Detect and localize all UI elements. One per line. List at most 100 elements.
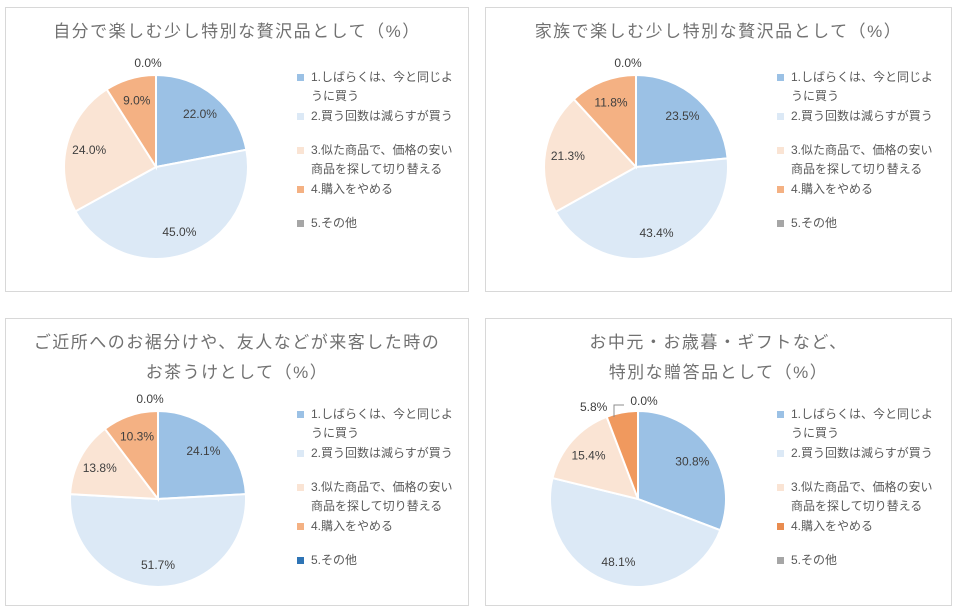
legend-label: 2.買う回数は減らすが買う [791,109,933,123]
legend-label: 1.しばらくは、今と同じように買う [311,407,454,440]
legend-label: 2.買う回数は減らすが買う [311,446,453,460]
pie-slice [549,476,722,588]
legend-item: 4.購入をやめる [777,180,947,199]
legend-marker-icon [297,147,304,154]
data-label: 43.4% [639,226,673,240]
data-label: 13.8% [83,461,117,475]
legend-item: 4.購入をやめる [777,517,947,536]
legend-label: 3.似た商品で、価格の安い商品を探して切り替える [791,143,933,176]
chart-title-line: ご近所へのお裾分けや、友人などが来客した時の [33,333,441,352]
chart-title-line: お中元・お歳暮・ギフトなど、 [589,333,848,352]
chart-title: 家族で楽しむ少し特別な贅沢品として（%） [492,17,945,47]
legend-item: 3.似た商品で、価格の安い商品を探して切り替える [777,141,947,179]
pie-slice [551,415,640,501]
pie-chart: 30.8% 48.1% 15.4% 5.8% 0.0% [549,394,727,588]
data-label: 11.8% [594,96,627,110]
legend-marker-icon [777,523,784,530]
pie-slice [637,409,727,532]
data-label: 51.7% [141,558,175,572]
legend-item: 1.しばらくは、今と同じように買う [777,68,947,106]
legend-marker-icon [297,411,304,418]
legend-marker-icon [297,484,304,491]
legend-marker-icon [297,557,304,564]
legend-label: 4.購入をやめる [791,182,874,196]
data-label: 22.0% [183,107,217,121]
legend-marker-icon [297,113,304,120]
legend-label: 2.買う回数は減らすが買う [791,446,933,460]
chart-title: ご近所へのお裾分けや、友人などが来客した時の お茶うけとして（%） [12,328,462,388]
pie-slice [554,157,729,260]
legend-label: 1.しばらくは、今と同じように買う [791,407,934,440]
legend-item: 3.似た商品で、価格の安い商品を探して切り替える [777,478,947,516]
legend-marker-icon [777,450,784,457]
pie-slice [63,87,158,213]
pie-slice [155,73,248,169]
chart-legend: 1.しばらくは、今と同じように買う 2.買う回数は減らすが買う 3.似た商品で、価格… [297,405,467,571]
data-label: 24.1% [186,444,220,458]
pie-chart: 22.0% 45.0% 24.0% 9.0% 0.0% [63,56,249,260]
chart-title: お中元・お歳暮・ギフトなど、 特別な贈答品として（%） [492,328,945,388]
pie-slice [157,409,247,501]
data-label: 30.8% [675,455,709,469]
legend-marker-icon [297,186,304,193]
legend-item: 4.購入をやめる [297,180,467,199]
data-label: 10.3% [120,429,154,443]
legend-label: 5.その他 [311,216,358,230]
legend-item: 4.購入をやめる [297,517,467,536]
legend-item: 2.買う回数は減らすが買う [297,444,467,463]
legend-item: 2.買う回数は減らすが買う [777,444,947,463]
data-label: 23.5% [665,109,699,123]
legend-marker-icon [297,450,304,457]
label-leader-line [613,404,624,417]
chart-title-line: お茶うけとして（%） [145,363,329,382]
legend-label: 1.しばらくは、今と同じように買う [311,70,454,103]
legend-marker-icon [777,484,784,491]
pie-slice [103,409,159,502]
chart-panel-gifts: お中元・お歳暮・ギフトなど、 特別な贈答品として（%） 30.8% 48.1% 15.… [485,318,952,606]
legend-item: 5.その他 [297,551,467,570]
legend-marker-icon [297,220,304,227]
pie-slice [605,409,639,500]
legend-label: 5.その他 [791,553,838,567]
data-label: 24.0% [72,143,106,157]
legend-item: 1.しばらくは、今と同じように買う [297,68,467,106]
chart-title-line: 特別な贈答品として（%） [608,363,829,382]
data-label: 5.8% [580,400,608,414]
data-label: 0.0% [630,394,658,408]
legend-item: 3.似た商品で、価格の安い商品を探して切り替える [297,478,467,516]
chart-title-line: 家族で楽しむ少し特別な贅沢品として（%） [534,22,903,41]
data-label: 0.0% [136,393,164,406]
legend-marker-icon [777,557,784,564]
chart-panel-self-luxury: 自分で楽しむ少し特別な贅沢品として（%） 22.0% 45.0% 24.0% 9.0%… [5,7,469,292]
legend-marker-icon [297,523,304,530]
chart-title-line: 自分で楽しむ少し特別な贅沢品として（%） [53,22,421,41]
legend-marker-icon [297,74,304,81]
legend-label: 2.買う回数は減らすが買う [311,109,453,123]
legend-item: 1.しばらくは、今と同じように買う [297,405,467,443]
legend-label: 3.似た商品で、価格の安い商品を探して切り替える [311,480,453,513]
pie-chart: 24.1% 51.7% 13.8% 10.3% 0.0% [69,393,247,588]
legend-label: 4.購入をやめる [791,519,874,533]
data-label: 9.0% [123,94,151,108]
data-label: 0.0% [614,56,642,70]
pie-slice [105,73,157,171]
legend-label: 3.似た商品で、価格の安い商品を探して切り替える [311,143,453,176]
legend-marker-icon [777,220,784,227]
legend-marker-icon [777,74,784,81]
legend-item: 5.その他 [297,214,467,233]
legend-label: 4.購入をやめる [311,182,394,196]
data-label: 45.0% [162,225,196,239]
data-label: 48.1% [601,555,635,569]
legend-item: 5.その他 [777,551,947,570]
pie-slice [543,97,638,214]
legend-marker-icon [777,113,784,120]
chart-title: 自分で楽しむ少し特別な贅沢品として（%） [12,17,462,47]
legend-item: 3.似た商品で、価格の安い商品を探して切り替える [297,141,467,179]
chart-legend: 1.しばらくは、今と同じように買う 2.買う回数は減らすが買う 3.似た商品で、価格… [777,405,947,571]
legend-label: 3.似た商品で、価格の安い商品を探して切り替える [791,480,933,513]
chart-panel-family-luxury: 家族で楽しむ少し特別な贅沢品として（%） 23.5% 43.4% 21.3% 11.8… [485,7,952,292]
data-label: 0.0% [134,56,162,70]
legend-item: 2.買う回数は減らすが買う [297,107,467,126]
pie-slice [74,148,249,260]
